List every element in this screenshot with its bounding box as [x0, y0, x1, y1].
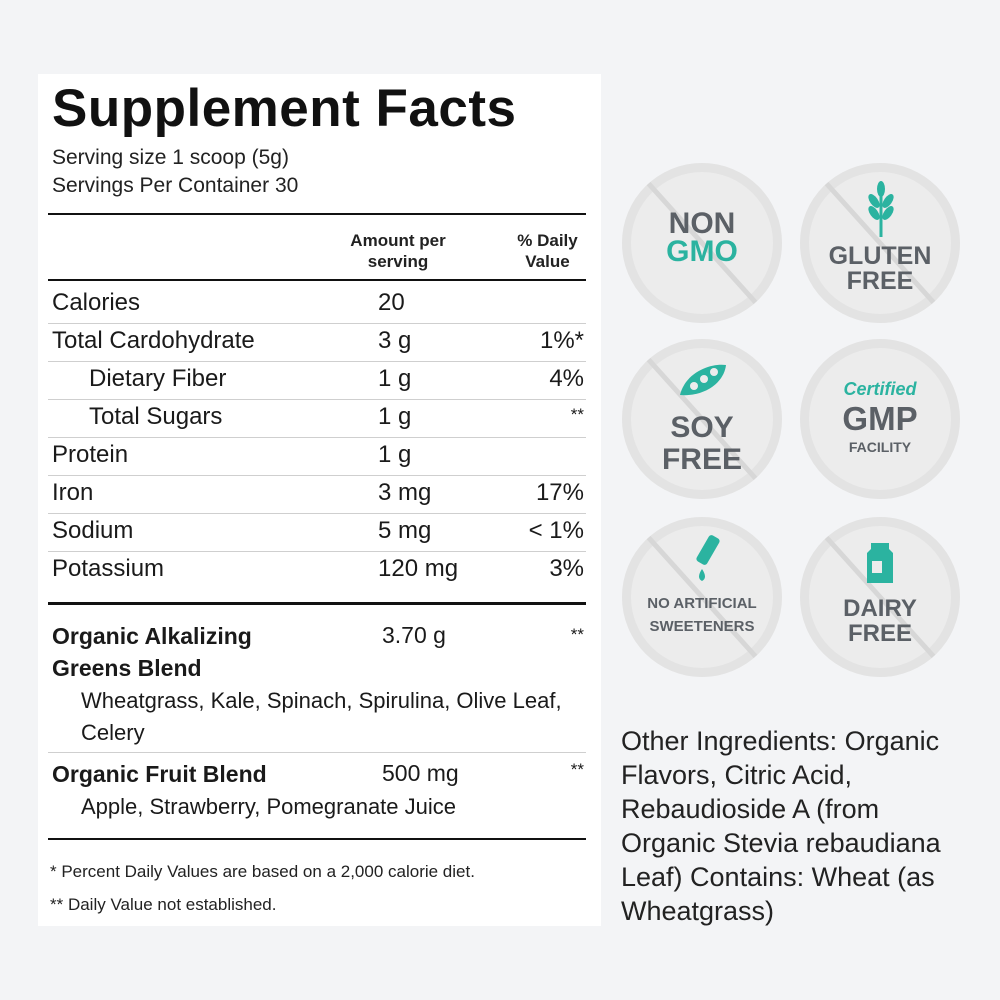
divider — [48, 213, 586, 215]
panel-title: Supplement Facts — [52, 79, 517, 138]
divider — [48, 602, 586, 605]
nutrient-amount: 120 mg — [378, 555, 459, 582]
gmp-label: GMP — [842, 400, 918, 437]
divider — [48, 279, 586, 281]
greens-blend-ingredients: Wheatgrass, Kale, Spinach, Spirulina, Ol… — [81, 688, 562, 745]
nutrient-daily-value: 1%* — [539, 327, 584, 354]
milk-carton-icon — [867, 543, 893, 583]
column-header-dv-line1: % Daily — [517, 231, 578, 250]
non-gmo-line1: NON — [668, 207, 736, 240]
footnote-not-established: ** Daily Value not established. — [50, 895, 277, 914]
greens-blend-name: Organic Alkalizing Greens Blend — [52, 623, 252, 681]
fruit-blend-daily-value: ** — [570, 760, 584, 779]
gluten-free-line1: GLUTEN — [828, 242, 932, 270]
dairy-free-badge: DAIRY FREE — [800, 517, 960, 677]
nutrient-row: Sodium 5 mg < 1% — [38, 515, 601, 551]
nutrient-amount: 1 g — [378, 441, 412, 468]
nutrient-name: Sodium — [52, 517, 134, 544]
row-divider — [48, 551, 586, 552]
nutrient-name: Calories — [52, 289, 141, 316]
footnote-percent-daily: * Percent Daily Values are based on a 2,… — [50, 862, 475, 881]
gmp-certified-badge: Certified GMP FACILITY — [800, 339, 960, 499]
row-divider — [48, 752, 586, 753]
gmp-certified-label: Certified — [843, 379, 917, 399]
row-divider — [48, 399, 586, 400]
soybean-icon — [680, 364, 726, 396]
no-artificial-sweeteners-badge: NO ARTIFICIAL SWEETENERS — [622, 517, 782, 677]
nutrient-amount: 3 g — [378, 327, 412, 354]
dropper-icon — [696, 535, 720, 581]
nutrient-daily-value: 3% — [549, 555, 584, 582]
row-divider — [48, 475, 586, 476]
dairy-free-line1: DAIRY — [843, 595, 917, 622]
row-divider — [48, 323, 586, 324]
greens-blend-amount: 3.70 g — [382, 622, 446, 648]
nutrient-row: Protein 1 g — [38, 439, 601, 475]
servings-per-container: Servings Per Container 30 — [52, 174, 299, 197]
divider — [48, 838, 586, 840]
gmp-facility-label: FACILITY — [848, 439, 912, 455]
nutrient-name: Potassium — [52, 555, 165, 582]
wheat-icon — [868, 181, 894, 237]
nutrient-daily-value: ** — [570, 405, 584, 424]
column-header-amount-line2: serving — [367, 252, 429, 271]
serving-size: Serving size 1 scoop (5g) — [52, 146, 289, 169]
nutrient-name: Dietary Fiber — [89, 365, 227, 392]
nutrient-row: Iron 3 mg 17% — [38, 477, 601, 513]
supplement-facts-panel: Supplement Facts Serving size 1 scoop (5… — [38, 74, 601, 926]
nutrient-amount: 20 — [378, 289, 405, 316]
column-header-amount-line1: Amount per — [350, 231, 446, 250]
non-gmo-badge: NON GMO — [622, 163, 782, 323]
nutrient-amount: 3 mg — [378, 479, 432, 506]
row-divider — [48, 361, 586, 362]
nutrient-row: Total Sugars 1 g ** — [38, 401, 601, 437]
row-divider — [48, 437, 586, 438]
column-header-daily-value: % Daily Value — [500, 230, 595, 272]
soy-free-line2: FREE — [661, 443, 742, 476]
no-artificial-line1: NO ARTIFICIAL — [647, 595, 757, 612]
soy-free-badge: SOY FREE — [622, 339, 782, 499]
row-divider — [48, 513, 586, 514]
fruit-blend-ingredients: Apple, Strawberry, Pomegranate Juice — [81, 794, 456, 819]
nutrient-row: Total Cardohydrate 3 g 1%* — [38, 325, 601, 361]
gluten-free-badge: GLUTEN FREE — [800, 163, 960, 323]
fruit-blend-amount: 500 mg — [382, 760, 459, 786]
non-gmo-line2: GMO — [666, 235, 738, 268]
nutrient-name: Total Cardohydrate — [52, 327, 255, 354]
nutrient-daily-value: < 1% — [528, 517, 584, 544]
fruit-blend-name: Organic Fruit Blend — [52, 761, 267, 787]
nutrient-name: Protein — [52, 441, 129, 468]
nutrient-name: Total Sugars — [89, 403, 223, 430]
nutrient-daily-value: 4% — [549, 365, 584, 392]
dairy-free-line2: FREE — [847, 620, 912, 647]
nutrient-amount: 1 g — [378, 403, 412, 430]
column-header-amount: Amount per serving — [328, 230, 468, 272]
gluten-free-line2: FREE — [846, 267, 914, 295]
nutrient-amount: 5 mg — [378, 517, 432, 544]
nutrient-name: Iron — [52, 479, 94, 506]
nutrient-row: Dietary Fiber 1 g 4% — [38, 363, 601, 399]
nutrient-row: Potassium 120 mg 3% — [38, 553, 601, 589]
column-header-dv-line2: Value — [525, 252, 570, 271]
soy-free-line1: SOY — [670, 411, 734, 444]
greens-blend-daily-value: ** — [570, 625, 584, 644]
nutrient-daily-value: 17% — [535, 479, 584, 506]
other-ingredients: Other Ingredients: Organic Flavors, Citr… — [621, 726, 941, 926]
nutrient-row: Calories 20 — [38, 286, 601, 322]
no-artificial-line2: SWEETENERS — [649, 618, 755, 635]
nutrient-amount: 1 g — [378, 365, 412, 392]
